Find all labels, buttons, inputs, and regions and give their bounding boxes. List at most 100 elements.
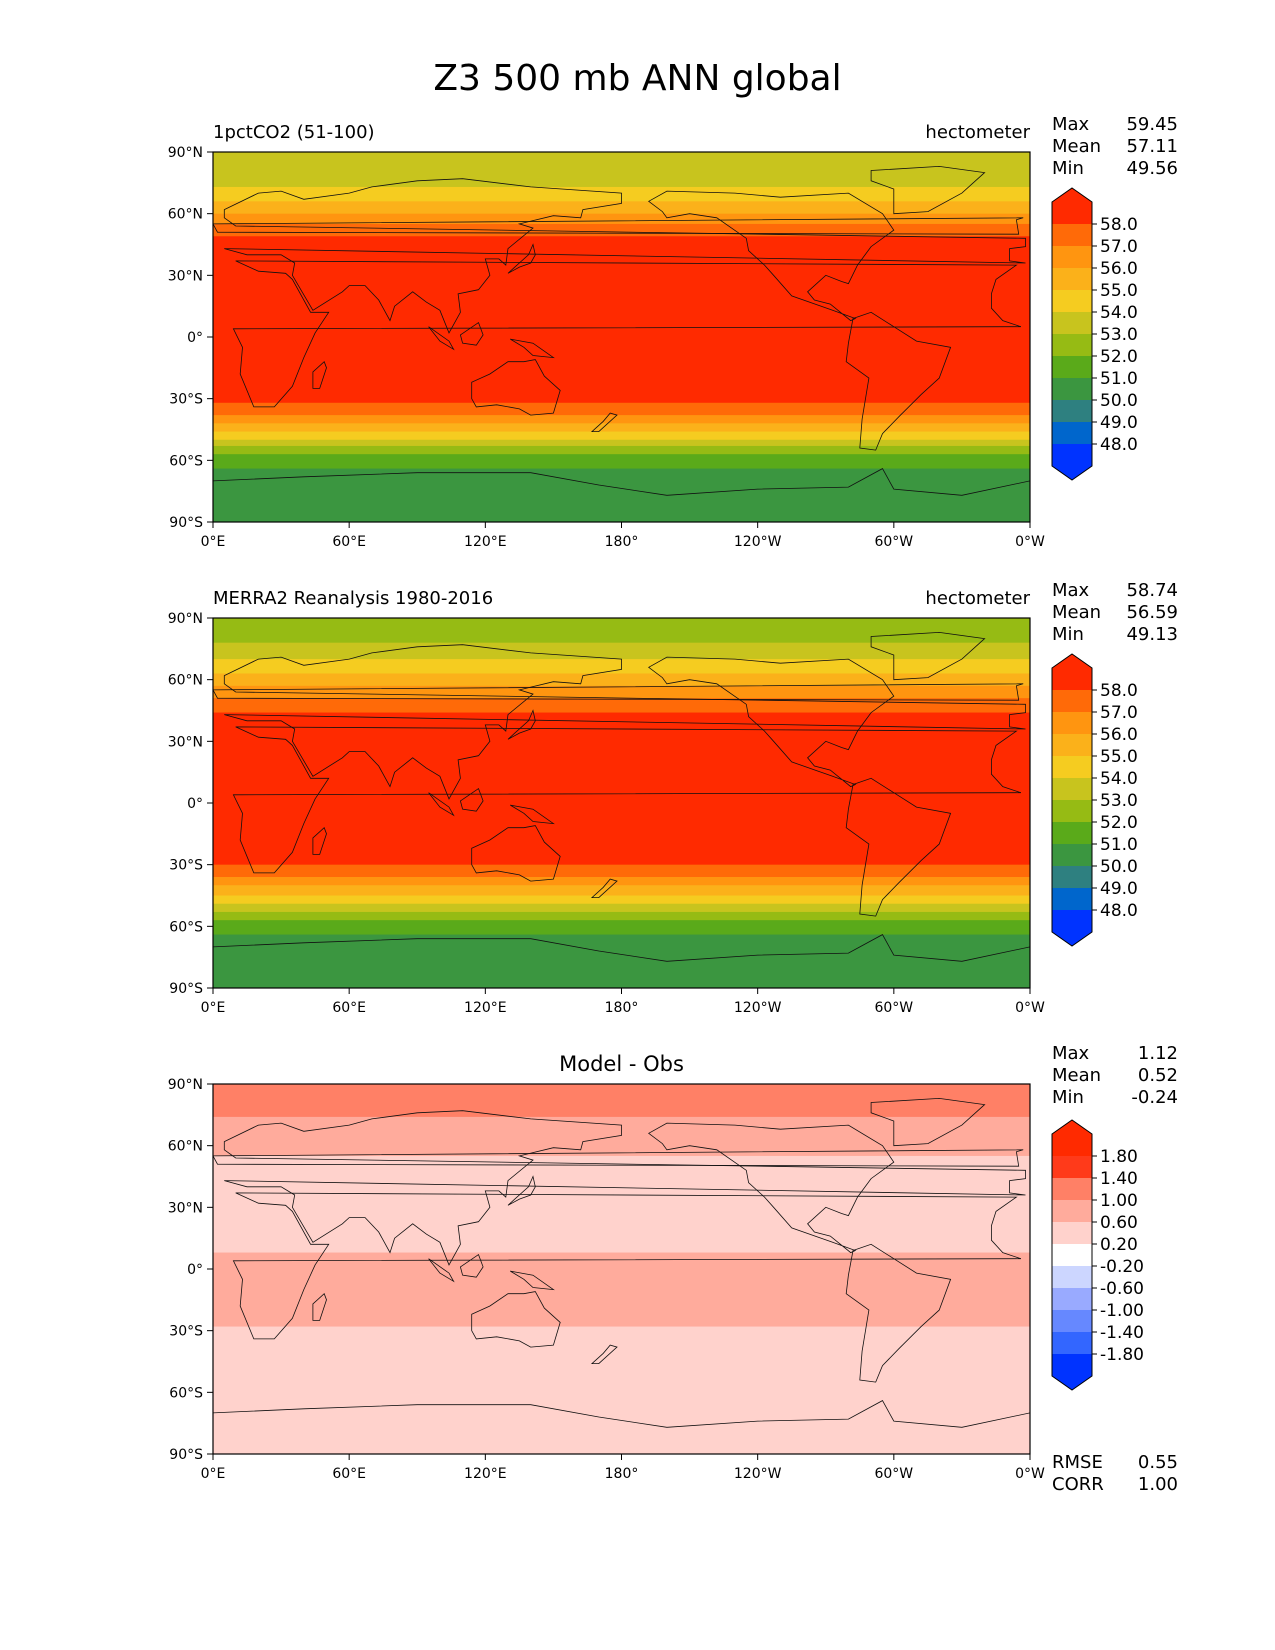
- colorbar-segment: [1052, 422, 1092, 445]
- y-tick-label: 90°S: [169, 1447, 203, 1463]
- colorbar-segment: [1052, 356, 1092, 379]
- metric-value: 1.00: [1138, 1474, 1178, 1495]
- contour-band: [213, 223, 1030, 237]
- colorbar-segment: [1052, 866, 1092, 889]
- colorbar-label: 56.0: [1100, 725, 1138, 745]
- stat-label: Max: [1052, 114, 1090, 135]
- panel-units: hectometer: [925, 588, 1030, 609]
- contour-band: [213, 431, 1030, 441]
- colorbar-segment: [1052, 712, 1092, 735]
- contour-band: [213, 885, 1030, 896]
- contour-band: [213, 1084, 1030, 1118]
- colorbar-segment: [1052, 690, 1092, 713]
- y-tick-label: 60°S: [169, 1385, 203, 1401]
- stat-label: Min: [1052, 158, 1084, 179]
- x-tick-label: 60°W: [874, 1000, 913, 1016]
- y-tick-label: 0°: [187, 796, 203, 812]
- map-field: [213, 1084, 1030, 1454]
- colorbar-segment: [1052, 378, 1092, 401]
- colorbar-label: 48.0: [1100, 435, 1138, 455]
- x-tick-label: 60°E: [332, 1000, 366, 1016]
- colorbar-label: 54.0: [1100, 303, 1138, 323]
- x-tick-label: 120°W: [734, 1466, 782, 1482]
- y-tick-label: 60°N: [168, 673, 203, 689]
- y-tick-label: 90°N: [168, 611, 203, 627]
- colorbar-segment: [1052, 268, 1092, 291]
- colorbar-segment: [1052, 756, 1092, 779]
- contour-band: [213, 934, 1030, 988]
- colorbar-segment: [1052, 1266, 1092, 1289]
- x-tick-label: 0°E: [201, 1466, 226, 1482]
- colorbar-label: 49.0: [1100, 413, 1138, 433]
- y-tick-label: 60°N: [168, 1139, 203, 1155]
- colorbar-segment: [1052, 246, 1092, 269]
- stat-value: 49.13: [1126, 624, 1178, 645]
- panel-title-left: MERRA2 Reanalysis 1980-2016: [213, 588, 494, 609]
- coastline: [471, 1291, 561, 1348]
- stat-label: Min: [1052, 624, 1084, 645]
- coastline: [471, 359, 561, 416]
- coastline: [223, 644, 1026, 800]
- coastline: [845, 1243, 952, 1383]
- coastline: [870, 1097, 986, 1147]
- coastline: [507, 709, 536, 740]
- coastline: [590, 878, 618, 899]
- contour-band: [213, 201, 1030, 215]
- contour-band: [213, 877, 1030, 886]
- colorbar-label: 52.0: [1100, 347, 1138, 367]
- coastline: [213, 468, 1030, 522]
- contour-band: [213, 1252, 1030, 1328]
- coastline: [213, 1400, 1030, 1454]
- y-tick-label: 60°N: [168, 207, 203, 223]
- y-tick-label: 0°: [187, 330, 203, 346]
- coastline: [507, 243, 536, 274]
- colorbar-label: 57.0: [1100, 703, 1138, 723]
- x-tick-label: 0°W: [1015, 1000, 1045, 1016]
- y-tick-label: 30°N: [168, 734, 203, 750]
- contour-band: [213, 402, 1030, 416]
- coastline: [590, 1344, 618, 1365]
- colorbar-label: 48.0: [1100, 901, 1138, 921]
- contour-band: [213, 733, 1030, 866]
- stat-value: -0.24: [1131, 1087, 1178, 1108]
- colorbar-segment: [1052, 778, 1092, 801]
- colorbar-segment: [1052, 654, 1092, 690]
- colorbar-segment: [1052, 188, 1092, 224]
- x-tick-label: 120°E: [464, 1466, 507, 1482]
- colorbar-label: 57.0: [1100, 237, 1138, 257]
- colorbar-label: 53.0: [1100, 791, 1138, 811]
- y-tick-label: 30°S: [169, 1324, 203, 1340]
- metric-value: 0.55: [1138, 1452, 1178, 1473]
- colorbar-label: 0.60: [1100, 1213, 1138, 1233]
- x-tick-label: 0°W: [1015, 1466, 1045, 1482]
- colorbar-label: 52.0: [1100, 813, 1138, 833]
- colorbar-label: 58.0: [1100, 681, 1138, 701]
- coastline: [647, 656, 895, 788]
- contour-band: [213, 423, 1030, 433]
- panel-reference: MERRA2 Reanalysis 1980-2016 hectometer 9…: [0, 576, 1275, 1036]
- colorbar-segment: [1052, 1222, 1092, 1245]
- coastline: [213, 1149, 1024, 1167]
- y-tick-label: 30°S: [169, 392, 203, 408]
- x-tick-label: 180°: [605, 1000, 639, 1016]
- coastline: [870, 165, 986, 215]
- colorbar-segment: [1052, 290, 1092, 313]
- stat-label: Max: [1052, 1043, 1090, 1064]
- stat-value: 57.11: [1126, 136, 1178, 157]
- coastline: [459, 321, 484, 346]
- colorbar-label: -0.60: [1100, 1279, 1144, 1299]
- contour-band: [213, 685, 1030, 699]
- colorbar-label: -1.80: [1100, 1345, 1144, 1365]
- coastline: [510, 1270, 555, 1291]
- stat-label: Max: [1052, 580, 1090, 601]
- contour-band: [213, 263, 1030, 404]
- colorbar-segment: [1052, 334, 1092, 357]
- coastline: [213, 934, 1030, 988]
- y-tick-label: 30°S: [169, 858, 203, 874]
- panel-title-center: Model - Obs: [559, 1052, 684, 1076]
- colorbar-segment: [1052, 1288, 1092, 1311]
- colorbar-segment: [1052, 822, 1092, 845]
- contour-band: [213, 454, 1030, 470]
- x-tick-label: 120°E: [464, 1000, 507, 1016]
- colorbar-label: 49.0: [1100, 879, 1138, 899]
